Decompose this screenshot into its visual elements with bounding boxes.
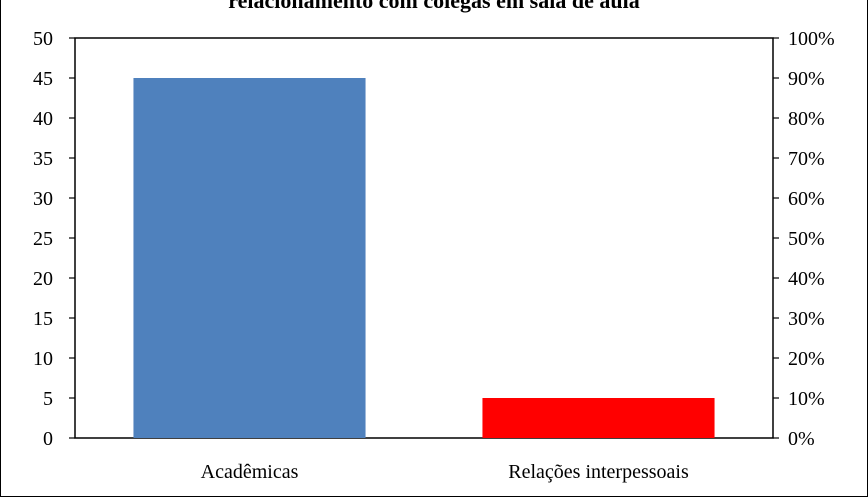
y-tick-label: 40 — [33, 108, 53, 130]
y2-tick-label: 50% — [788, 228, 825, 250]
y2-tick-label: 90% — [788, 68, 825, 90]
y2-tick-label: 100% — [788, 28, 835, 50]
bar-1 — [133, 78, 366, 438]
x-category-label: Relações interpessoais — [508, 461, 689, 483]
y2-tick-label: 70% — [788, 148, 825, 170]
y-tick-label: 25 — [33, 228, 53, 250]
x-category-label: Acadêmicas — [201, 461, 299, 483]
y2-tick-label: 20% — [788, 348, 825, 370]
y-tick-label: 35 — [33, 148, 53, 170]
y-tick-label: 50 — [33, 28, 53, 50]
y-tick-label: 10 — [33, 348, 53, 370]
y-tick-label: 15 — [33, 308, 53, 330]
y2-tick-label: 80% — [788, 108, 825, 130]
y-tick-label: 20 — [33, 268, 53, 290]
y-tick-label: 5 — [43, 388, 53, 410]
chart-title: relacionamento com colegas em sala de au… — [228, 0, 640, 13]
y2-tick-label: 60% — [788, 188, 825, 210]
y-tick-label: 45 — [33, 68, 53, 90]
bar-2 — [482, 398, 715, 438]
y-tick-label: 0 — [43, 428, 53, 450]
y2-tick-label: 40% — [788, 268, 825, 290]
y2-tick-label: 30% — [788, 308, 825, 330]
y2-tick-label: 0% — [788, 428, 815, 450]
y2-tick-label: 10% — [788, 388, 825, 410]
y-tick-label: 30 — [33, 188, 53, 210]
